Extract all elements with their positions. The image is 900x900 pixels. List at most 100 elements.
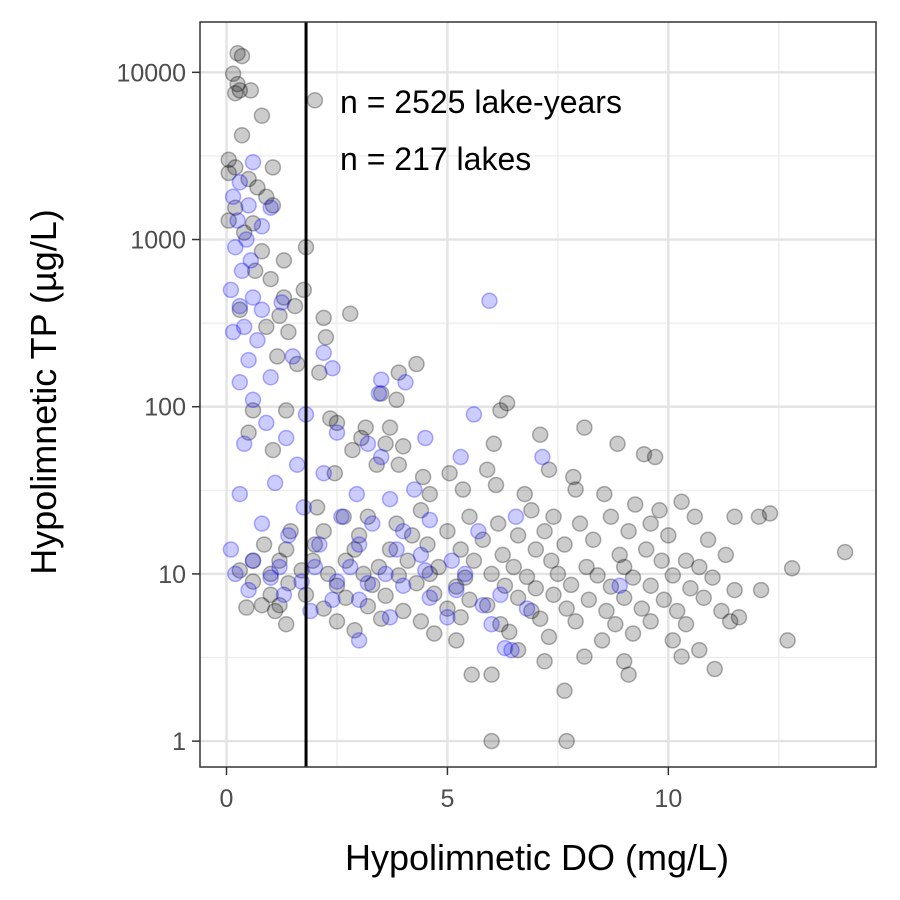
- data-point: [602, 508, 620, 525]
- data-point: [231, 82, 249, 99]
- data-point: [646, 448, 664, 466]
- data-point: [388, 515, 405, 532]
- data-point: [589, 567, 606, 584]
- data-point: [233, 262, 251, 280]
- data-point: [280, 323, 297, 341]
- data-point: [359, 508, 377, 525]
- data-point: [244, 552, 262, 569]
- data-point: [509, 527, 527, 544]
- data-point: [390, 456, 408, 473]
- data-point: [607, 615, 624, 633]
- data-point: [414, 468, 432, 486]
- data-point: [350, 527, 368, 544]
- data-point: [456, 569, 474, 586]
- data-point: [311, 536, 328, 553]
- grid-lines: [200, 22, 876, 767]
- data-point: [439, 522, 456, 540]
- data-point: [682, 580, 699, 597]
- data-point: [231, 297, 249, 315]
- data-point: [531, 426, 549, 443]
- data-point: [543, 552, 560, 569]
- data-point: [227, 84, 244, 102]
- data-point: [253, 301, 271, 319]
- data-point: [271, 307, 288, 325]
- data-point: [503, 641, 520, 659]
- data-point: [359, 574, 377, 592]
- data-point: [372, 385, 390, 402]
- data-point: [381, 490, 399, 508]
- data-point: [556, 536, 573, 553]
- data-point: [730, 609, 748, 626]
- data-point: [346, 541, 363, 558]
- data-point: [664, 567, 682, 584]
- data-point: [258, 188, 275, 206]
- data-point: [509, 589, 527, 607]
- data-point: [240, 581, 257, 599]
- data-point: [262, 569, 279, 586]
- data-point: [377, 565, 394, 583]
- data-point: [518, 600, 536, 617]
- data-point: [677, 615, 695, 633]
- data-point: [483, 666, 500, 683]
- data-point: [448, 581, 465, 599]
- data-point: [518, 568, 536, 586]
- data-point: [315, 600, 332, 617]
- data-point: [691, 641, 708, 659]
- data-point: [534, 448, 551, 466]
- data-point: [567, 481, 584, 498]
- series-1: [222, 153, 628, 659]
- data-point: [478, 461, 496, 478]
- data-point: [282, 522, 299, 540]
- data-point: [421, 511, 439, 529]
- data-point: [286, 297, 304, 315]
- data-point: [381, 609, 399, 626]
- data-point: [761, 505, 779, 522]
- data-point: [704, 569, 721, 586]
- data-point: [399, 552, 416, 569]
- data-point: [523, 602, 540, 620]
- data-point: [609, 435, 626, 453]
- data-point: [403, 527, 421, 544]
- data-point: [642, 577, 659, 594]
- data-point: [227, 565, 244, 583]
- data-point: [244, 215, 262, 232]
- data-point: [531, 610, 549, 627]
- data-point: [496, 577, 514, 594]
- data-point: [487, 476, 505, 494]
- data-point: [615, 653, 633, 670]
- data-point: [470, 522, 487, 540]
- data-point: [394, 577, 412, 594]
- data-point: [408, 355, 425, 373]
- data-point: [308, 499, 326, 516]
- data-point: [255, 536, 273, 553]
- data-point: [549, 565, 567, 583]
- data-point: [507, 508, 525, 525]
- data-point: [306, 558, 324, 576]
- data-point: [474, 596, 492, 614]
- data-point: [240, 424, 257, 441]
- y-tick-label: 1: [172, 728, 186, 756]
- data-point: [271, 596, 288, 614]
- data-point: [492, 586, 509, 604]
- data-point: [231, 374, 249, 391]
- data-point: [337, 589, 355, 607]
- data-point: [483, 565, 500, 583]
- data-point: [456, 565, 474, 583]
- y-tick-label: 100: [144, 394, 186, 422]
- data-point: [562, 576, 580, 594]
- data-point: [492, 615, 509, 633]
- data-point: [783, 560, 801, 577]
- data-point: [620, 666, 637, 683]
- data-point: [372, 448, 390, 466]
- data-point: [264, 197, 282, 214]
- series-0: [220, 45, 854, 750]
- data-point: [238, 231, 255, 248]
- data-point: [233, 127, 251, 144]
- data-point: [624, 569, 642, 586]
- data-point: [421, 565, 439, 583]
- data-point: [224, 323, 242, 341]
- data-point: [381, 419, 399, 436]
- data-point: [275, 289, 293, 306]
- data-point: [269, 348, 286, 365]
- data-point: [394, 602, 412, 620]
